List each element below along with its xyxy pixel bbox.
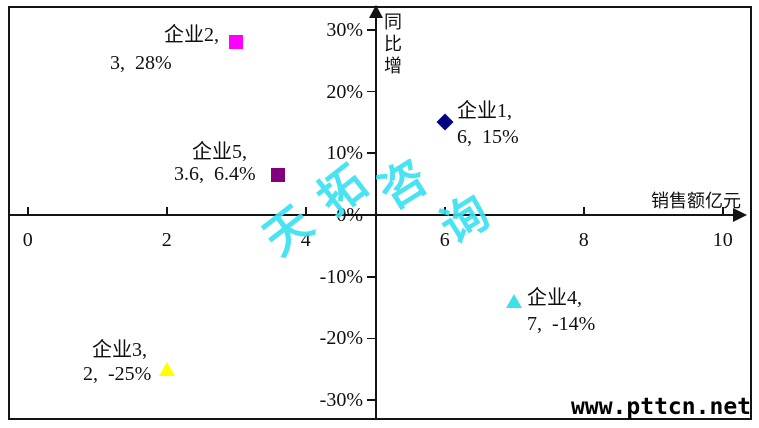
- x-axis-arrow-icon: [733, 208, 747, 222]
- data-point-marker-2: [229, 35, 244, 50]
- x-tick-label: 4: [300, 229, 311, 251]
- data-point-marker-5: [271, 168, 285, 183]
- y-tick-label: -10%: [319, 265, 363, 288]
- data-point-label-3: 2, -25%: [83, 363, 152, 385]
- y-tick-label: 10%: [326, 142, 363, 165]
- x-tick: [305, 207, 307, 215]
- x-tick-label: 10: [712, 229, 733, 251]
- y-tick: [367, 337, 376, 340]
- website-watermark: www.pttcn.net: [571, 394, 752, 420]
- y-tick-label: -20%: [319, 327, 363, 350]
- x-axis-title: 销售额亿元: [651, 191, 741, 211]
- y-tick: [367, 152, 376, 155]
- y-axis-line: [375, 14, 377, 418]
- y-tick-label: -30%: [319, 389, 363, 412]
- x-tick-label: 2: [161, 229, 172, 251]
- data-point-label-1: 企业1,: [457, 100, 512, 122]
- y-tick-label: 0%: [336, 204, 363, 226]
- x-tick-label: 6: [439, 229, 450, 251]
- data-point-label-3: 企业3,: [92, 339, 147, 361]
- y-tick-label: 20%: [326, 80, 363, 103]
- data-point-label-2: 3, 28%: [110, 52, 172, 74]
- x-tick: [722, 207, 724, 215]
- y-axis-title: 同比增: [384, 12, 402, 76]
- y-tick: [367, 29, 376, 31]
- y-tick: [367, 90, 376, 93]
- x-tick: [166, 207, 168, 215]
- data-point-label-5: 3.6, 6.4%: [174, 163, 256, 185]
- data-point-marker-4: [506, 294, 523, 309]
- data-point-marker-3: [158, 362, 175, 377]
- data-point-label-2: 企业2,: [164, 24, 219, 46]
- y-tick: [367, 275, 376, 278]
- data-point-label-4: 企业4,: [527, 287, 582, 309]
- data-point-label-4: 7, -14%: [527, 313, 596, 335]
- x-tick-label: 8: [578, 229, 589, 251]
- x-tick: [583, 207, 585, 215]
- x-tick: [444, 207, 446, 215]
- data-point-label-5: 企业5,: [192, 141, 247, 163]
- x-tick-label: 0: [22, 229, 33, 251]
- y-axis-arrow-icon: [369, 5, 383, 18]
- y-tick-label: 30%: [326, 18, 363, 41]
- y-tick: [367, 214, 376, 216]
- x-tick: [27, 207, 29, 215]
- data-point-label-1: 6, 15%: [457, 126, 519, 148]
- y-tick: [367, 399, 376, 401]
